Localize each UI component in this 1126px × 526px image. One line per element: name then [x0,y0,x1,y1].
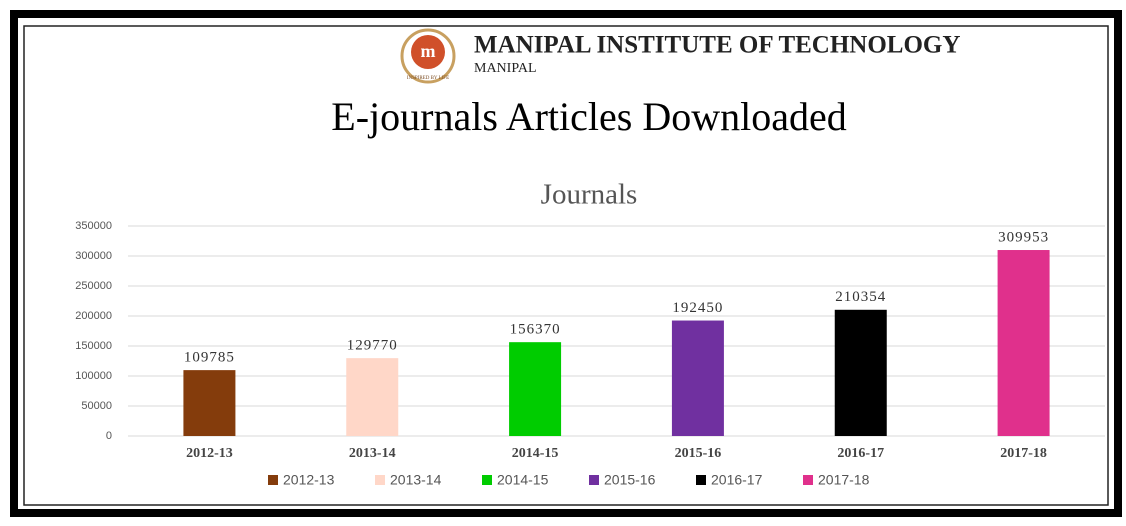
x-tick-label: 2016-17 [837,446,884,461]
value-label: 309953 [998,229,1049,245]
institute-name: MANIPAL INSTITUTE OF TECHNOLOGY [474,32,960,59]
slide-frame [10,10,1122,517]
value-label: 129770 [347,338,398,354]
x-tick-label: 2014-15 [512,446,559,461]
institute-city: MANIPAL [474,61,537,76]
value-label: 156370 [510,322,561,338]
value-label: 210354 [835,289,886,305]
x-tick-label: 2017-18 [1000,446,1047,461]
legend-swatch [589,475,599,485]
bar [834,309,887,436]
legend-swatch [803,475,813,485]
legend-swatch [482,475,492,485]
y-tick-label: 50000 [81,400,112,412]
legend-label: 2013-14 [390,472,442,488]
bar [183,370,236,436]
legend-label: 2017-18 [818,472,870,488]
y-tick-label: 0 [106,430,112,442]
logo-wreath [400,28,456,84]
value-label: 192450 [672,300,723,316]
bar [671,320,724,436]
y-tick-label: 250000 [75,280,112,292]
bar [509,342,562,436]
legend-swatch [268,475,278,485]
logo-motto: INSPIRED BY LIFE [407,76,449,81]
legend-swatch [696,475,706,485]
y-tick-label: 200000 [75,310,112,322]
bar [997,250,1050,436]
x-tick-label: 2013-14 [349,446,396,461]
slide-title: E-journals Articles Downloaded [331,94,846,139]
legend-swatch [375,475,385,485]
value-label: 109785 [184,350,235,366]
legend-label: 2014-15 [497,472,549,488]
y-tick-label: 350000 [75,220,112,232]
legend-label: 2016-17 [711,472,763,488]
x-tick-label: 2015-16 [675,446,722,461]
x-tick-label: 2012-13 [186,446,233,461]
logo-mark: m [421,41,436,61]
logo: m INSPIRED BY LIFE [400,28,456,84]
logo-emblem [411,35,445,69]
y-tick-label: 100000 [75,370,112,382]
chart-title: Journals [541,179,638,211]
bar [346,358,399,436]
inner-frame [23,25,1109,506]
y-tick-label: 150000 [75,340,112,352]
y-tick-label: 300000 [75,250,112,262]
legend-label: 2015-16 [604,472,656,488]
legend-label: 2012-13 [283,472,335,488]
